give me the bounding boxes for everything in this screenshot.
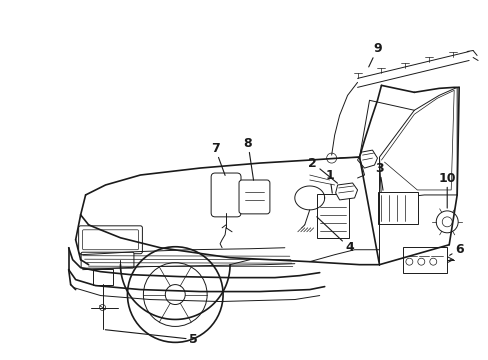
FancyBboxPatch shape xyxy=(79,226,142,254)
Text: 2: 2 xyxy=(308,157,337,183)
Text: 10: 10 xyxy=(438,171,455,208)
Text: 7: 7 xyxy=(210,141,224,175)
Text: 3: 3 xyxy=(374,162,383,190)
Text: 1: 1 xyxy=(325,168,333,193)
Polygon shape xyxy=(357,150,377,168)
FancyBboxPatch shape xyxy=(378,192,417,224)
FancyBboxPatch shape xyxy=(316,194,348,238)
FancyBboxPatch shape xyxy=(81,252,134,268)
FancyBboxPatch shape xyxy=(82,230,138,250)
Text: 4: 4 xyxy=(316,217,353,254)
FancyBboxPatch shape xyxy=(239,180,269,214)
Text: 9: 9 xyxy=(368,42,381,67)
FancyBboxPatch shape xyxy=(92,269,112,285)
FancyBboxPatch shape xyxy=(211,173,241,217)
Text: 6: 6 xyxy=(448,243,463,256)
Polygon shape xyxy=(379,87,456,200)
Polygon shape xyxy=(335,183,357,200)
Text: 8: 8 xyxy=(243,137,253,180)
FancyBboxPatch shape xyxy=(403,247,447,273)
Text: 5: 5 xyxy=(105,330,197,346)
